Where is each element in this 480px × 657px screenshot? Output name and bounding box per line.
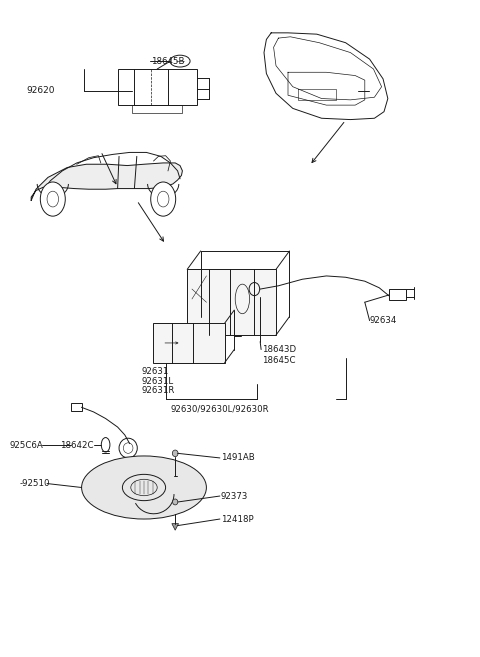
Bar	[132, 105, 182, 113]
Text: 12418P: 12418P	[221, 514, 253, 524]
Text: 18645B: 18645B	[151, 57, 185, 66]
Ellipse shape	[172, 450, 178, 457]
Text: 92631L: 92631L	[142, 376, 174, 386]
Bar	[153, 323, 225, 363]
Bar	[187, 269, 276, 335]
Polygon shape	[172, 524, 179, 530]
Text: 92634: 92634	[370, 316, 397, 325]
Circle shape	[40, 182, 65, 216]
Text: 92373: 92373	[221, 491, 248, 501]
Circle shape	[151, 182, 176, 216]
Ellipse shape	[172, 499, 178, 505]
Text: 1491AB: 1491AB	[221, 453, 254, 463]
Text: 92630/92630L/92630R: 92630/92630L/92630R	[170, 404, 269, 413]
Text: 92631: 92631	[142, 367, 169, 376]
Text: 18642C: 18642C	[60, 441, 94, 450]
Text: 18643D: 18643D	[262, 345, 296, 354]
Polygon shape	[31, 163, 182, 200]
Bar	[71, 403, 82, 411]
Bar	[389, 289, 406, 300]
Text: 18645C: 18645C	[262, 355, 295, 365]
Text: 925C6A: 925C6A	[10, 441, 43, 450]
Text: -92510: -92510	[19, 479, 50, 488]
Text: 92631R: 92631R	[142, 386, 175, 396]
Ellipse shape	[82, 456, 206, 519]
Bar	[118, 69, 197, 105]
Text: 92620: 92620	[26, 86, 55, 95]
